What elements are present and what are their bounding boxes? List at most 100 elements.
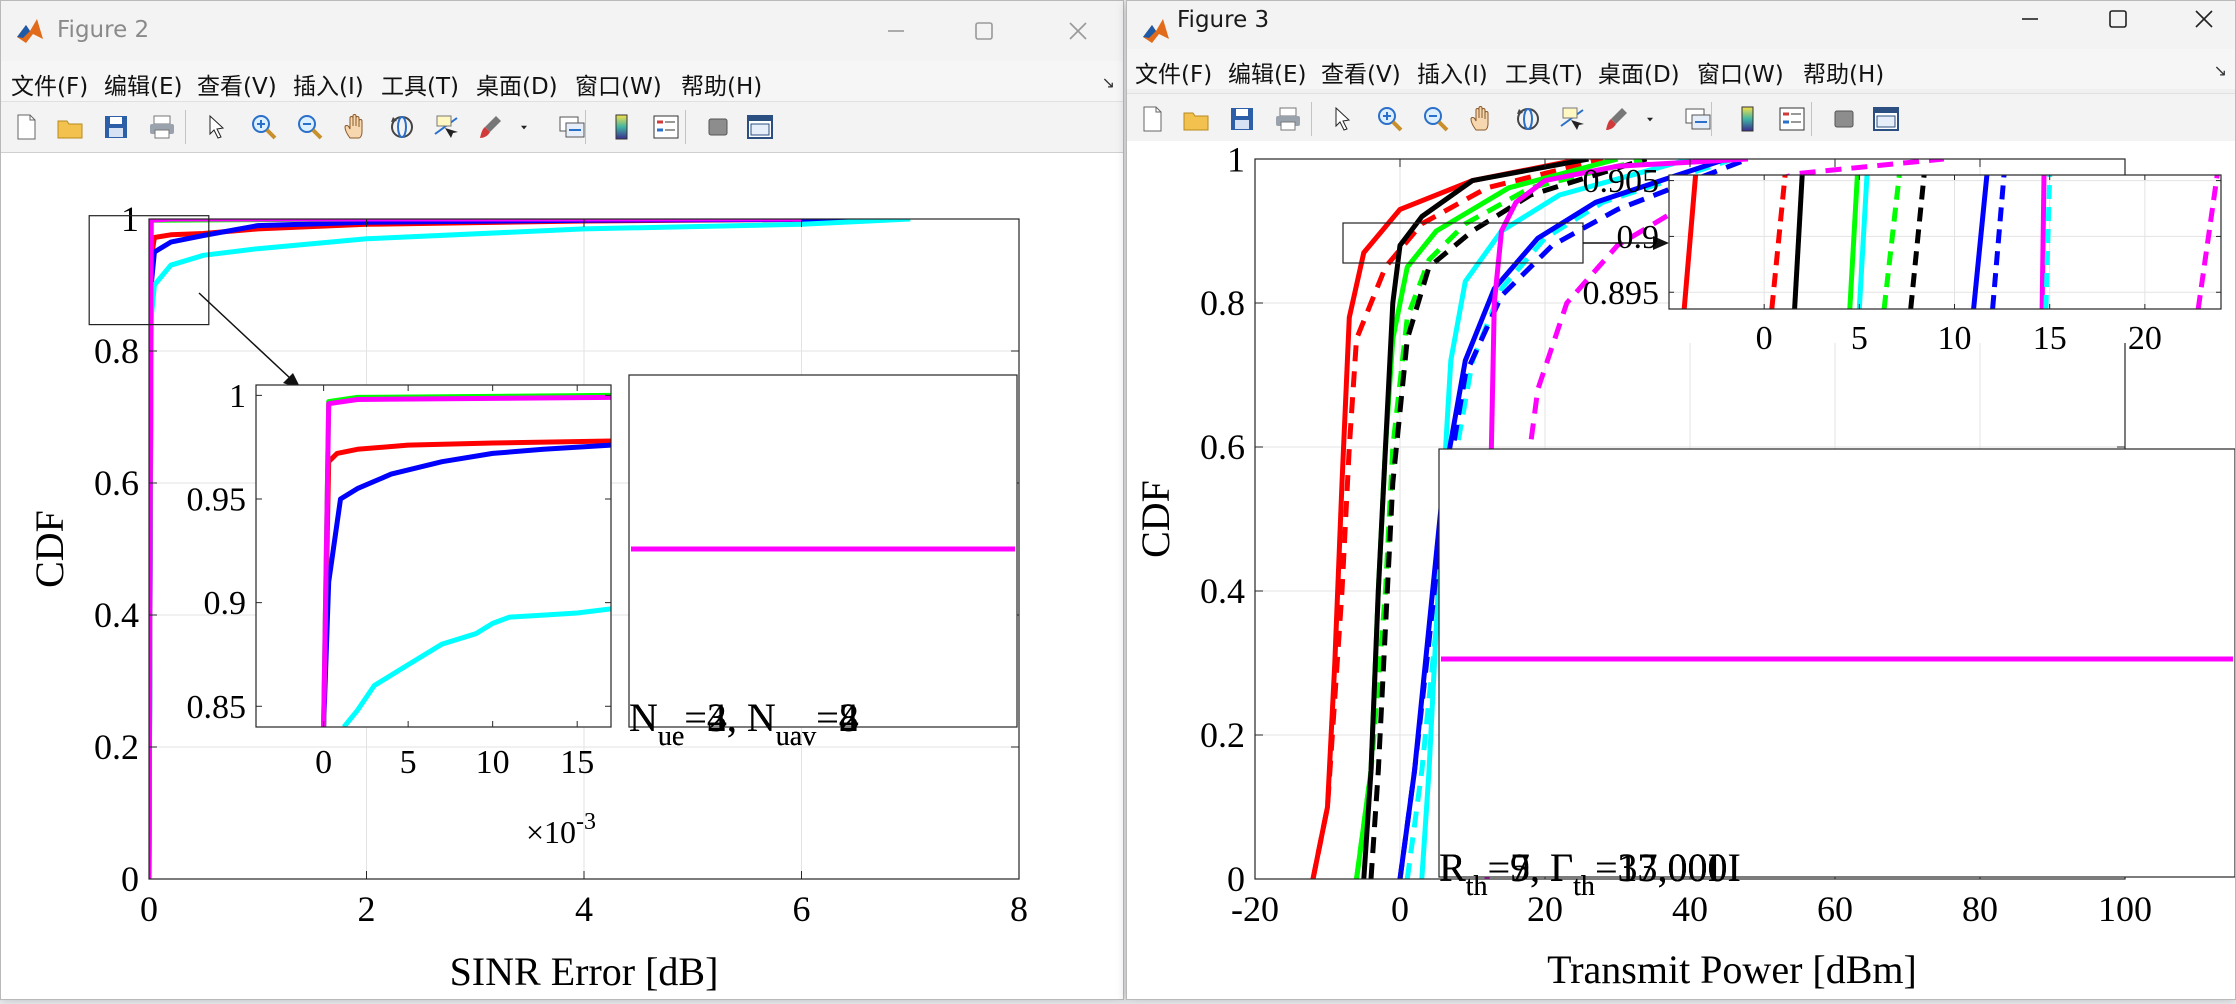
legend-label-part: uav <box>776 721 816 752</box>
maximize-button[interactable] <box>947 5 1021 57</box>
fig3-inset-series-11 <box>2043 175 2053 309</box>
legend-button[interactable] <box>1775 102 1809 136</box>
rotate-3d-icon <box>1517 108 1539 130</box>
legend-label: Nue=3, Nuav=2 <box>629 695 859 752</box>
menu-tools[interactable]: 工具(T) <box>381 74 459 100</box>
zoom-arrow-head <box>1653 236 1669 250</box>
menu-file[interactable]: 文件(F) <box>1135 62 1213 88</box>
pointer-button[interactable] <box>199 110 233 144</box>
y-tick-label: 0.6 <box>94 463 139 503</box>
zoom-in-icon <box>252 115 277 140</box>
zoom-out-button[interactable] <box>1419 102 1453 136</box>
new-figure-button[interactable] <box>9 110 43 144</box>
zoom-out-button[interactable] <box>293 110 327 144</box>
menu-view[interactable]: 查看(V) <box>197 74 277 100</box>
rotate-3d-button[interactable] <box>1511 102 1545 136</box>
dock-arrow-icon[interactable]: ↘ <box>1101 73 1115 92</box>
menu-window[interactable]: 窗口(W) <box>575 74 662 100</box>
y-tick-label: 0.8 <box>1200 283 1245 323</box>
legend-label-part: =5, <box>1487 845 1550 890</box>
y-tick-label: 0.9 <box>204 585 247 622</box>
brush-dropdown-button[interactable] <box>515 110 533 144</box>
brush-button[interactable] <box>1599 102 1633 136</box>
legend-label-part: N <box>629 695 658 740</box>
link-plot-button[interactable] <box>1681 102 1715 136</box>
legend-label: Rth=7, Γth=17,00I <box>1439 845 1721 902</box>
menu-file[interactable]: 文件(F) <box>11 74 89 100</box>
save-button[interactable] <box>99 110 133 144</box>
fig3-inset-series-2 <box>1769 175 1788 309</box>
fig3-main-series-6 <box>1368 159 1648 879</box>
pan-hand-icon <box>344 114 363 139</box>
save-button[interactable] <box>1225 102 1259 136</box>
minimize-button[interactable] <box>859 5 933 57</box>
menu-insert[interactable]: 插入(I) <box>1417 62 1488 88</box>
y-tick-label: 0 <box>1227 859 1245 899</box>
colorbar-icon <box>1741 106 1754 132</box>
figure2-plot[interactable]: 0 2 4 6 8 0 0.2 0.4 0.6 0.8 1 SINR Error [dB] CDF 0.8… <box>1 153 1124 1000</box>
legend-label: Rth=9, Γth=13,000I <box>1439 845 1741 902</box>
legend-label-part: Γ <box>1550 845 1573 890</box>
open-file-button[interactable] <box>53 110 87 144</box>
figure2-titlebar[interactable]: Figure 2 <box>1 1 1123 61</box>
print-button[interactable] <box>145 110 179 144</box>
maximize-button[interactable] <box>2081 1 2155 45</box>
open-file-button[interactable] <box>1179 102 1213 136</box>
zoom-in-button[interactable] <box>1373 102 1407 136</box>
show-plot-tools-button[interactable] <box>743 110 777 144</box>
menu-tools[interactable]: 工具(T) <box>1505 62 1583 88</box>
zoom-in-button[interactable] <box>247 110 281 144</box>
legend-button[interactable] <box>649 110 683 144</box>
menu-insert[interactable]: 插入(I) <box>293 74 364 100</box>
menu-edit[interactable]: 编辑(E) <box>104 74 183 100</box>
menu-view[interactable]: 查看(V) <box>1321 62 1401 88</box>
y-tick-label: 0.2 <box>94 727 139 767</box>
menu-edit[interactable]: 编辑(E) <box>1228 62 1307 88</box>
hide-plot-tools-icon <box>1834 110 1854 128</box>
legend-label-part: =37,000I <box>1595 845 1741 890</box>
fig3-inset-series-8 <box>1971 175 1990 309</box>
link-plot-button[interactable] <box>555 110 589 144</box>
menu-window[interactable]: 窗口(W) <box>1697 62 1784 88</box>
fig3-inset-series-group <box>1681 175 2220 309</box>
menu-help[interactable]: 帮助(H) <box>1803 62 1885 88</box>
legend-label-part: th <box>1573 871 1595 902</box>
hide-plot-tools-button[interactable] <box>1827 102 1861 136</box>
legend-label-part: N <box>629 695 658 740</box>
dock-arrow-icon[interactable]: ↘ <box>2213 61 2227 80</box>
show-plot-tools-icon <box>747 115 773 139</box>
menu-help[interactable]: 帮助(H) <box>681 74 763 100</box>
close-button[interactable] <box>2167 1 2235 45</box>
legend-box <box>1438 448 2235 878</box>
minimize-button[interactable] <box>1993 1 2067 45</box>
menu-desktop[interactable]: 桌面(D) <box>476 74 558 100</box>
zoom-region-box <box>88 215 210 326</box>
new-figure-button[interactable] <box>1135 102 1169 136</box>
pan-hand-button[interactable] <box>339 110 373 144</box>
legend-label-part: N <box>747 695 776 740</box>
show-plot-tools-icon <box>1873 107 1899 131</box>
close-button[interactable] <box>1041 5 1115 57</box>
rotate-3d-button[interactable] <box>385 110 419 144</box>
brush-dropdown-button[interactable] <box>1641 102 1659 136</box>
brush-button[interactable] <box>473 110 507 144</box>
print-button[interactable] <box>1271 102 1305 136</box>
legend-label-part: =2 <box>816 695 859 740</box>
figure3-window: Figure 3 文件(F) 编辑(E) 查看(V) 插入(I) 工具(T) 桌… <box>1126 0 2236 1000</box>
x-tick-label: 10 <box>476 744 510 781</box>
pan-hand-button[interactable] <box>1465 102 1499 136</box>
fig2-main-series-group <box>149 219 911 879</box>
show-plot-tools-button[interactable] <box>1869 102 1903 136</box>
menu-desktop[interactable]: 桌面(D) <box>1598 62 1680 88</box>
hide-plot-tools-button[interactable] <box>701 110 735 144</box>
data-cursor-button[interactable] <box>429 110 463 144</box>
colorbar-button[interactable] <box>605 110 639 144</box>
pointer-button[interactable] <box>1325 102 1359 136</box>
colorbar-button[interactable] <box>1731 102 1765 136</box>
x-tick-label: 5 <box>400 744 417 781</box>
data-cursor-button[interactable] <box>1555 102 1589 136</box>
matlab-logo-icon <box>1141 17 1171 45</box>
matlab-logo-icon <box>15 17 45 45</box>
save-icon <box>105 116 127 138</box>
